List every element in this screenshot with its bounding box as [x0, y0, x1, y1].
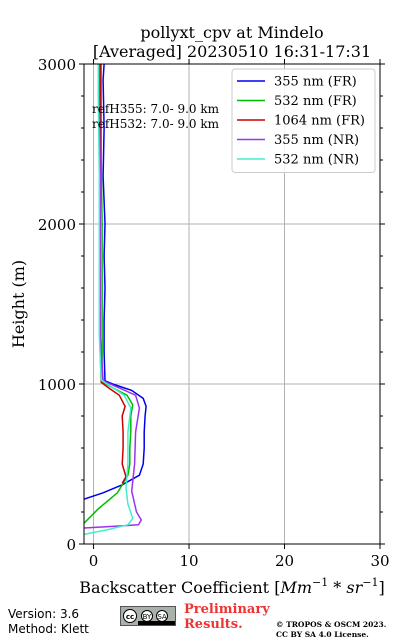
y-tick-label: 0	[66, 536, 76, 554]
y-tick-label: 1000	[38, 376, 76, 394]
copyright-notice: © TROPOS & OSCM 2023. CC BY SA 4.0 Licen…	[276, 620, 386, 640]
x-axis-label-unit2: sr	[346, 578, 363, 597]
badge-strip	[138, 621, 175, 625]
plot-frame	[83, 63, 381, 545]
cc-icon: cc	[123, 609, 137, 623]
method-text: Method: Klett	[8, 622, 89, 636]
legend-label: 1064 nm (FR)	[274, 114, 365, 129]
copyright-line-2: CC BY SA 4.0 License.	[276, 630, 369, 639]
x-axis-label-suffix: ]	[378, 578, 384, 597]
preliminary-line-2: Results.	[184, 617, 243, 632]
sa-icon: SA	[156, 610, 168, 622]
reference-height-annotation: refH355: 7.0- 9.0 km	[92, 102, 220, 116]
y-axis-label: Height (m)	[9, 260, 28, 348]
legend-box	[231, 68, 376, 173]
legend: 355 nm (FR) 532 nm (FR) 1064 nm (FR) 355 nm…	[231, 68, 376, 173]
cc-license-badge: cc BY SA	[120, 606, 176, 626]
footer-info: Version: 3.6 Method: Klett	[8, 607, 89, 637]
series-line-3	[84, 64, 143, 529]
x-axis-label-mid: *	[328, 578, 346, 597]
axis-ticks: 0 10 20 30 0 1000 2000 3000	[38, 56, 390, 570]
y-tick-label: 3000	[38, 56, 76, 74]
series-line-4	[84, 64, 134, 536]
chart-subtitle: [Averaged] 20230510 16:31-17:31	[93, 42, 371, 61]
series-layer	[84, 64, 147, 536]
x-axis-label-unit-exponent: −1	[312, 576, 328, 589]
preliminary-line-1: Preliminary	[184, 602, 270, 617]
preliminary-notice: Preliminary Results.	[184, 602, 270, 632]
copyright-line-1: © TROPOS & OSCM 2023.	[276, 620, 387, 629]
x-axis-label-unit2-exponent: −1	[362, 576, 378, 589]
reference-height-annotation: refH532: 7.0- 9.0 km	[92, 117, 220, 131]
legend-label: 532 nm (NR)	[274, 153, 359, 168]
legend-label: 532 nm (FR)	[274, 94, 357, 109]
x-tick-label: 0	[89, 552, 99, 570]
series-line-0	[84, 64, 147, 500]
x-tick-label: 30	[370, 552, 389, 570]
legend-label: 355 nm (FR)	[274, 75, 357, 90]
version-text: Version: 3.6	[8, 607, 80, 621]
series-line-1	[84, 64, 134, 524]
x-axis-label-prefix: Backscatter Coefficient [	[79, 578, 280, 597]
x-tick-label: 10	[179, 552, 198, 570]
backscatter-profile-chart: pollyxt_cpv at Mindelo [Averaged] 202305…	[9, 23, 390, 597]
x-tick-label: 20	[275, 552, 294, 570]
x-axis-label: Backscatter Coefficient [Mm−1 * sr−1]	[79, 576, 384, 597]
y-tick-label: 2000	[38, 216, 76, 234]
chart-title: pollyxt_cpv at Mindelo	[140, 23, 323, 42]
legend-label: 355 nm (NR)	[274, 133, 359, 148]
x-axis-label-unit: Mm	[279, 578, 312, 597]
